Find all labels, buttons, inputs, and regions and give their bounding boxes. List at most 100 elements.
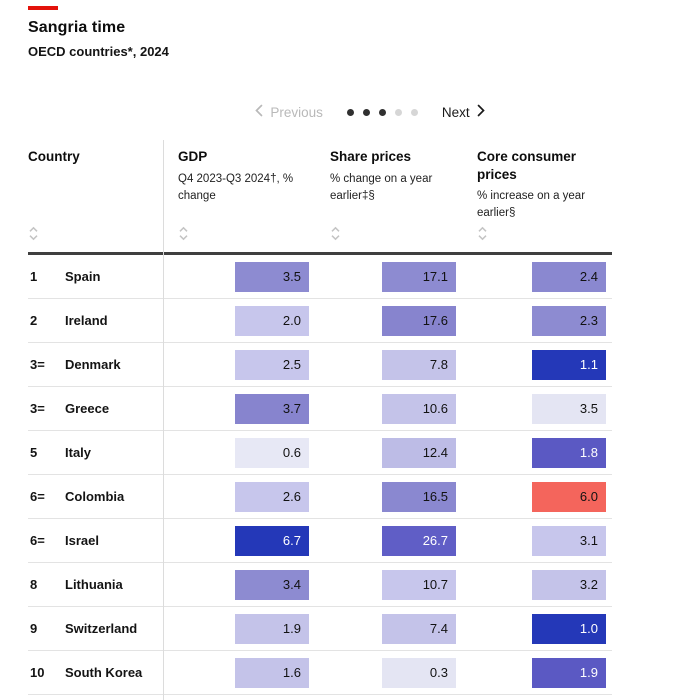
pagination-dot[interactable] [410, 108, 418, 116]
heatmap-cell: 1.6 [235, 657, 309, 688]
table-row: 3= Denmark 2.5 7.8 1.1 [28, 343, 612, 387]
rankings-table: Country GDP Q4 2023-Q3 2024†, % change S… [28, 140, 612, 700]
rank: 3= [30, 357, 45, 372]
heatmap-cell: 1.8 [532, 437, 606, 468]
heatmap-cell: 16.5 [382, 481, 456, 512]
heatmap-cell: 1.0 [532, 613, 606, 644]
table-row: 2 Ireland 2.0 17.6 2.3 [28, 299, 612, 343]
country-name: Lithuania [65, 577, 123, 592]
sort-gdp [163, 226, 315, 252]
sort-country [28, 226, 163, 252]
core-prices-value-cell: 1.0 [462, 613, 612, 644]
heatmap-cell: 26.7 [382, 525, 456, 556]
previous-button[interactable]: Previous [254, 104, 323, 120]
column-header-country: Country [28, 149, 80, 164]
share-prices-value-cell: 10.6 [315, 393, 462, 424]
gdp-value-cell: 1.9 [163, 613, 315, 644]
gdp-value-cell: 3.5 [163, 261, 315, 292]
core-prices-value-cell: 2.3 [462, 305, 612, 336]
gdp-value-cell: 0.6 [163, 437, 315, 468]
sort-arrows-icon[interactable] [28, 226, 39, 241]
table-row: 5 Italy 0.6 12.4 1.8 [28, 431, 612, 475]
heatmap-cell: 3.5 [235, 261, 309, 292]
gdp-value-cell: 2.0 [163, 305, 315, 336]
heatmap-cell: 3.2 [532, 569, 606, 600]
sort-arrows-icon[interactable] [178, 226, 189, 241]
heatmap-cell: 2.0 [235, 305, 309, 336]
gdp-value-cell: 6.7 [163, 525, 315, 556]
chart-title: Sangria time [28, 19, 126, 36]
share-prices-value-cell: 17.1 [315, 261, 462, 292]
heatmap-cell: 17.1 [382, 261, 456, 292]
heatmap-cell: 1.9 [532, 657, 606, 688]
rank: 1 [30, 269, 38, 284]
country-name: Israel [65, 533, 99, 548]
rank: 6= [30, 533, 45, 548]
chart-subtitle: OECD countries*, 2024 [28, 44, 169, 59]
previous-label: Previous [270, 104, 323, 120]
heatmap-cell: 10.6 [382, 393, 456, 424]
rank: 5 [30, 445, 38, 460]
share-prices-value-cell: 0.3 [315, 657, 462, 688]
pagination-dot[interactable] [362, 108, 370, 116]
gdp-value-cell: 3.4 [163, 569, 315, 600]
sort-arrows-icon[interactable] [477, 226, 488, 241]
rank: 6= [30, 489, 45, 504]
heatmap-cell: 2.3 [532, 305, 606, 336]
share-prices-value-cell: 26.7 [315, 525, 462, 556]
pagination-dot[interactable] [346, 108, 354, 116]
chevron-right-icon [477, 104, 486, 120]
country-cell: 2 Ireland [28, 313, 163, 328]
core-prices-value-cell: 3.1 [462, 525, 612, 556]
heatmap-cell: 3.4 [235, 569, 309, 600]
share-prices-value-cell: 16.5 [315, 481, 462, 512]
heatmap-cell: 1.1 [532, 349, 606, 380]
country-cell: 10 South Korea [28, 665, 163, 680]
country-name: Switzerland [65, 621, 138, 636]
pagination-dot[interactable] [378, 108, 386, 116]
share-prices-value-cell: 7.8 [315, 349, 462, 380]
rank: 10 [30, 665, 45, 680]
core-prices-value-cell: 1.9 [462, 657, 612, 688]
country-cell: 1 Spain [28, 269, 163, 284]
rank: 3= [30, 401, 45, 416]
heatmap-cell: 1.9 [235, 613, 309, 644]
next-label: Next [441, 104, 470, 120]
table-row: 8 Lithuania 3.4 10.7 3.2 [28, 563, 612, 607]
heatmap-cell: 10.7 [382, 569, 456, 600]
gdp-value-cell: 3.7 [163, 393, 315, 424]
column-header-core-consumer-prices: Core consumer prices % increase on a yea… [477, 149, 586, 220]
table-row: 6= Colombia 2.6 16.5 6.0 [28, 475, 612, 519]
country-cell: 3= Greece [28, 401, 163, 416]
gdp-value-cell: 2.5 [163, 349, 315, 380]
country-name: Spain [65, 269, 101, 284]
heatmap-cell: 3.1 [532, 525, 606, 556]
masthead: Sangria time OECD countries*, 2024 [28, 6, 169, 59]
rank: 8 [30, 577, 38, 592]
core-prices-value-cell: 3.2 [462, 569, 612, 600]
heatmap-cell: 0.6 [235, 437, 309, 468]
core-prices-value-cell: 1.8 [462, 437, 612, 468]
table-row: 10 South Korea 1.6 0.3 1.9 [28, 651, 612, 695]
country-name: Colombia [65, 489, 125, 504]
core-prices-value-cell: 2.4 [462, 261, 612, 292]
column-divider [163, 140, 164, 700]
country-cell: 3= Denmark [28, 357, 163, 372]
heatmap-cell: 2.4 [532, 261, 606, 292]
sort-arrows-icon[interactable] [330, 226, 341, 241]
rank: 2 [30, 313, 38, 328]
heatmap-cell: 0.3 [382, 657, 456, 688]
country-name: Greece [65, 401, 110, 416]
column-header-gdp: GDP Q4 2023-Q3 2024†, % change [178, 149, 294, 202]
heatmap-cell: 6.7 [235, 525, 309, 556]
share-prices-value-cell: 10.7 [315, 569, 462, 600]
pagination-dot[interactable] [394, 108, 402, 116]
heatmap-cell: 12.4 [382, 437, 456, 468]
heatmap-cell: 3.5 [532, 393, 606, 424]
chevron-left-icon [254, 104, 263, 120]
heatmap-cell: 2.5 [235, 349, 309, 380]
core-prices-value-cell: 1.1 [462, 349, 612, 380]
accent-bar [28, 6, 58, 10]
next-button[interactable]: Next [442, 104, 486, 120]
